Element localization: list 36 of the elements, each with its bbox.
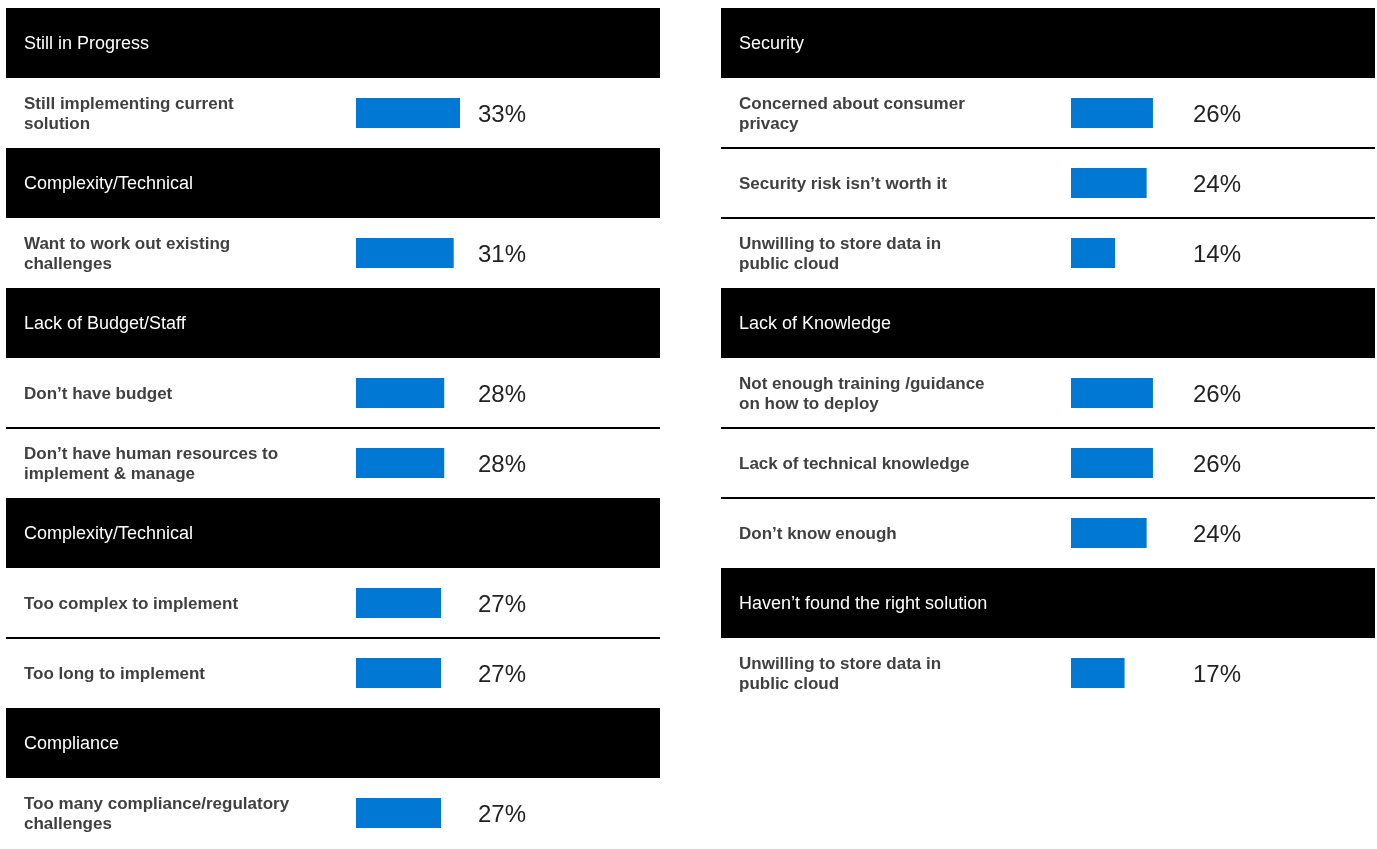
text: Haven’t found the right solution	[739, 593, 988, 613]
y-tick-label: Don’t have budget	[24, 384, 173, 403]
y-tick-label: Don’t know enough	[739, 524, 897, 543]
y-tick-label: Too many compliance/regulatory challenges	[24, 794, 290, 833]
data-label: 26%	[1193, 380, 1242, 407]
text: Complexity/Technical	[24, 173, 194, 193]
data-label: 24%	[1193, 170, 1242, 197]
y-tick-label: Not enough training /guidance on how to deploy	[739, 374, 985, 413]
y-tick-label: Still implementing current solution	[24, 94, 235, 133]
y-tick-label: Unwilling to store data in public cloud	[739, 234, 942, 273]
data-label: 27%	[478, 660, 527, 687]
text: Lack of Budget/Staff	[24, 313, 187, 333]
y-tick-label: Unwilling to store data in public cloud	[739, 654, 942, 693]
data-label: 28%	[478, 450, 527, 477]
y-tick-label: Lack of technical knowledge	[739, 454, 970, 473]
data-label: 26%	[1193, 100, 1242, 127]
data-label: 24%	[1193, 520, 1242, 547]
text: Security	[739, 33, 805, 53]
data-label: 33%	[478, 100, 527, 127]
data-label: 26%	[1193, 450, 1242, 477]
text: Lack of Knowledge	[739, 313, 892, 333]
data-label: 17%	[1193, 660, 1242, 687]
data-label: 27%	[478, 590, 527, 617]
text: Still in Progress	[24, 33, 150, 53]
data-label: 28%	[478, 380, 527, 407]
text: Compliance	[24, 733, 120, 753]
y-tick-label: Too long to implement	[24, 664, 206, 683]
data-label: 27%	[478, 800, 527, 827]
y-tick-label: Security risk isn’t worth it	[739, 174, 948, 193]
data-label: 31%	[478, 240, 527, 267]
y-tick-label: Don’t have human resources to implement & manage	[24, 444, 279, 483]
y-tick-label: Too complex to implement	[24, 594, 239, 613]
y-tick-label: Want to work out existing challenges	[24, 234, 231, 273]
y-tick-label: Concerned about consumer privacy	[739, 94, 966, 133]
data-label: 14%	[1193, 240, 1242, 267]
text: Complexity/Technical	[24, 523, 194, 543]
